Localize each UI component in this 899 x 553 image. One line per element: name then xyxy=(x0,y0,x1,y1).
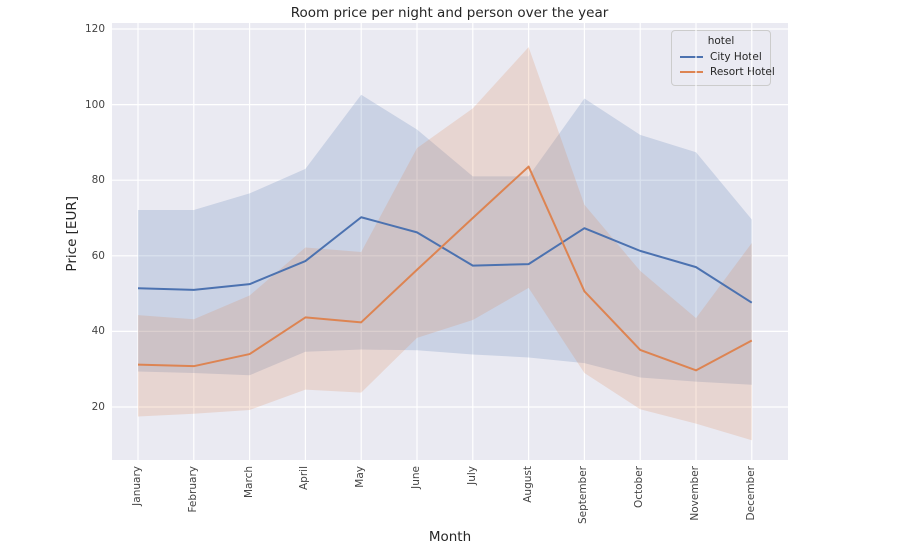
y-tick-label: 20 xyxy=(91,401,105,413)
city-hotel-line xyxy=(137,216,753,304)
x-tick-label: September xyxy=(577,466,590,525)
x-tick-label: May xyxy=(354,466,367,488)
x-tick-label: November xyxy=(689,466,701,521)
gridlines xyxy=(112,23,788,460)
x-axis-label: Month xyxy=(428,529,472,545)
y-tick-label: 40 xyxy=(91,325,105,338)
y-tick-label: 100 xyxy=(84,98,105,111)
city-hotel-line-swatch xyxy=(680,55,703,58)
resort-hotel-line xyxy=(137,165,753,372)
x-tick-label: April xyxy=(298,466,311,490)
x-tick-label: January xyxy=(131,466,143,506)
legend: hotel City Hotel Resort Hotel xyxy=(671,30,775,86)
legend-label: Resort Hotel xyxy=(710,65,775,78)
x-tick-label: July xyxy=(465,466,478,485)
city-hotel-confidence-band xyxy=(138,94,752,385)
x-tick-label: June xyxy=(410,466,422,489)
y-tick-label: 60 xyxy=(91,249,105,262)
x-tick-label: March xyxy=(242,466,255,499)
chart-title: Room price per night and person over the… xyxy=(290,5,609,21)
x-tick-label: August xyxy=(521,466,534,503)
plot-area xyxy=(112,23,788,460)
x-tick-label: February xyxy=(186,466,199,513)
y-tick-label: 80 xyxy=(91,174,105,187)
y-tick-label: 120 xyxy=(84,23,105,35)
resort-hotel-line-swatch xyxy=(680,70,703,73)
legend-entry-resort-hotel: Resort Hotel xyxy=(680,64,775,79)
legend-label: City Hotel xyxy=(710,50,762,63)
legend-title: hotel xyxy=(707,35,735,47)
plot-canvas xyxy=(112,23,788,460)
x-tick-label: December xyxy=(744,466,757,521)
legend-entry-city-hotel: City Hotel xyxy=(680,49,762,64)
x-tick-label: October xyxy=(633,466,646,509)
